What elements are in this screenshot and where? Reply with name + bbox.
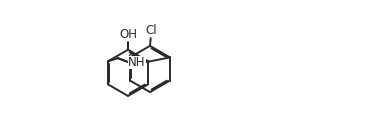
Text: Cl: Cl [145,24,156,37]
Text: NH: NH [128,56,146,69]
Text: O: O [127,52,137,65]
Text: OH: OH [119,28,137,41]
